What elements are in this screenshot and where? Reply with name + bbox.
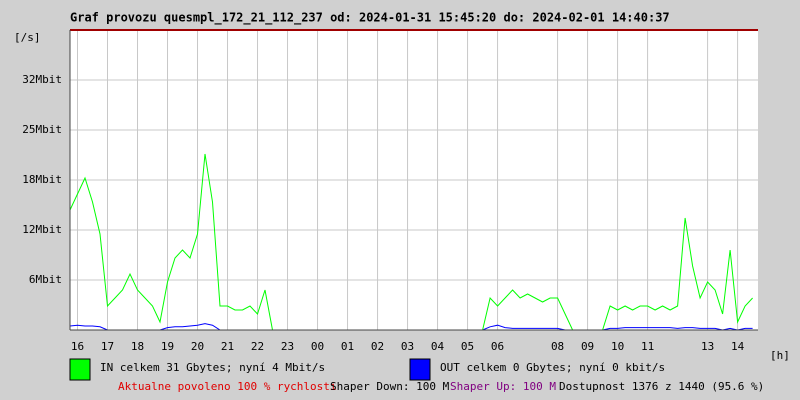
y-tick-label: 18Mbit (22, 173, 62, 186)
x-tick-label: 01 (341, 340, 354, 353)
legend-swatch (69, 358, 91, 381)
x-tick-label: 18 (131, 340, 144, 353)
footer-note: Shaper Up: 100 M (450, 380, 556, 393)
x-tick-label: 21 (221, 340, 234, 353)
footer-note: Aktualne povoleno 100 % rychlosti (118, 380, 337, 393)
legend: IN celkem 31 Gbytes; nyní 4 Mbit/s OUT ce… (69, 358, 764, 393)
x-tick-label: 03 (401, 340, 414, 353)
x-tick-label: 23 (281, 340, 294, 353)
x-tick-label: 02 (371, 340, 384, 353)
x-tick-label: 09 (581, 340, 594, 353)
x-tick-label: 17 (101, 340, 114, 353)
footer-note: Dostupnost 1376 z 1440 (95.6 %) (559, 380, 764, 393)
x-tick-label: 16 (71, 340, 84, 353)
x-tick-label: 13 (701, 340, 714, 353)
x-tick-label: 11 (641, 340, 654, 353)
x-tick-label: 06 (491, 340, 504, 353)
x-tick-label: 19 (161, 340, 174, 353)
x-tick-label: 20 (191, 340, 204, 353)
x-tick-label: 14 (731, 340, 745, 353)
x-axis-label: [h] (770, 349, 790, 362)
x-tick-label: 22 (251, 340, 264, 353)
y-tick-label: 6Mbit (29, 273, 62, 286)
y-tick-label: 32Mbit (22, 73, 62, 86)
legend-label: IN celkem 31 Gbytes; nyní 4 Mbit/s (100, 361, 325, 374)
grid (70, 30, 758, 330)
y-axis-label: [/s] (14, 31, 41, 44)
y-tick-label: 12Mbit (22, 223, 62, 236)
x-tick-label: 08 (551, 340, 564, 353)
footer-note: Shaper Down: 100 M (330, 380, 450, 393)
y-tick-label: 25Mbit (22, 123, 62, 136)
legend-label: OUT celkem 0 Gbytes; nyní 0 kbit/s (440, 361, 665, 374)
x-tick-label: 00 (311, 340, 324, 353)
x-tick-label: 05 (461, 340, 474, 353)
legend-swatch (409, 358, 431, 381)
chart-title: Graf provozu quesmpl_172_21_112_237 od: … (70, 11, 670, 26)
x-tick-label: 04 (431, 340, 445, 353)
x-tick-label: 10 (611, 340, 624, 353)
